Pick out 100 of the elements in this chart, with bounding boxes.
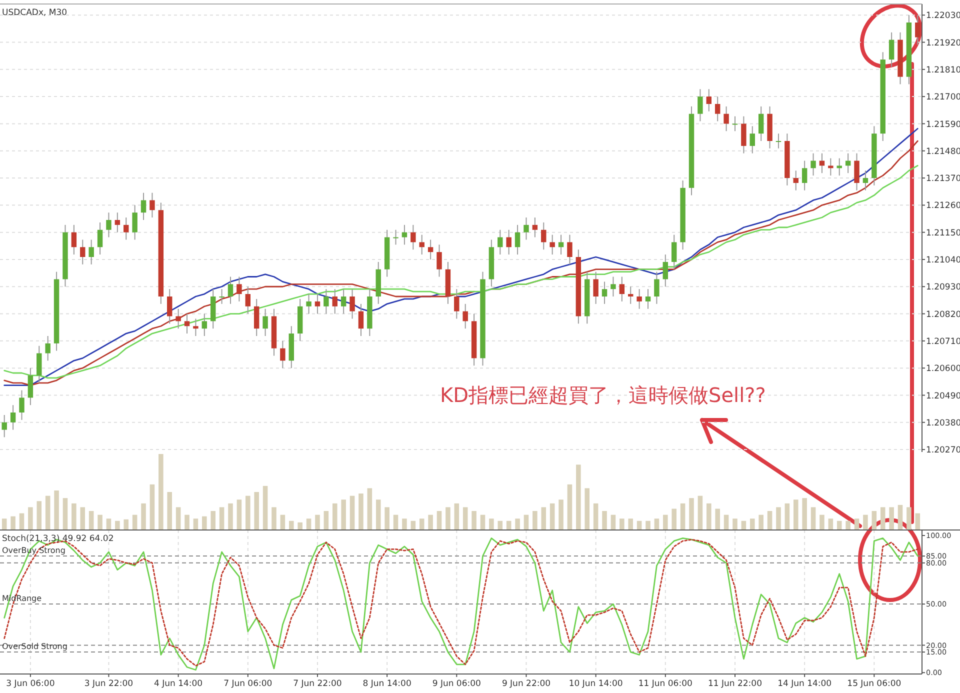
x-tick-label: 7 Jun 22:00 (293, 679, 342, 689)
bar (828, 518, 834, 530)
bar (672, 508, 676, 530)
bar (19, 513, 24, 530)
candlestick (714, 96, 720, 122)
candlestick (184, 313, 190, 334)
candlestick (732, 116, 738, 132)
candlestick (793, 170, 798, 191)
candlestick (150, 192, 155, 218)
x-tick-label: 15 Jun 06:00 (847, 679, 902, 689)
bar (141, 503, 146, 530)
bar (758, 514, 764, 530)
bar (836, 520, 842, 530)
bar (541, 507, 546, 530)
candlestick (498, 229, 503, 256)
candlestick (28, 368, 34, 406)
candlestick (114, 212, 120, 233)
candlestick (514, 224, 520, 256)
bar (45, 496, 50, 530)
candlestick (350, 288, 355, 320)
candlestick (828, 158, 834, 176)
candlestick (419, 234, 424, 256)
candlestick (324, 288, 329, 314)
bar (210, 511, 216, 530)
bar (367, 488, 372, 530)
bar (584, 488, 590, 530)
x-tick-label: 11 Jun 22:00 (708, 679, 762, 689)
candlestick (654, 271, 660, 304)
bar (384, 507, 390, 530)
candlestick (819, 152, 825, 174)
candlestick (524, 217, 529, 240)
bar (28, 507, 33, 530)
bar (246, 496, 250, 530)
bar (446, 507, 450, 530)
candlestick (758, 106, 764, 142)
candlestick (506, 229, 512, 256)
bar (558, 500, 564, 530)
bar (767, 511, 772, 530)
candlestick (140, 192, 146, 220)
bar (298, 522, 302, 530)
bar (462, 507, 468, 530)
bar (106, 518, 112, 530)
bar (854, 518, 860, 530)
bar (706, 503, 712, 530)
bar (306, 518, 312, 530)
text: Stoch(21,3,3) 49.92 64.02 (2, 534, 114, 544)
candlestick (532, 217, 538, 238)
candlestick (636, 288, 642, 310)
candlestick (750, 126, 755, 154)
x-tick-label: 4 Jun 14:00 (154, 679, 203, 689)
bar (654, 518, 660, 530)
x-tick-label: 8 Jun 14:00 (362, 679, 412, 689)
bar (810, 507, 816, 530)
candlestick (706, 88, 712, 112)
bar (889, 507, 894, 530)
bar (350, 496, 355, 530)
bar (158, 454, 164, 530)
candlestick (280, 340, 286, 369)
bar (341, 500, 346, 530)
bar (150, 484, 155, 530)
candlestick (845, 152, 851, 174)
candlestick (428, 239, 434, 260)
bar (515, 518, 520, 530)
text: USDCADx, M30 (2, 8, 68, 18)
bar (262, 486, 268, 530)
bar (88, 511, 94, 530)
candlestick (245, 286, 251, 314)
candlestick (436, 244, 442, 278)
candlestick (45, 335, 50, 362)
bar (54, 490, 59, 530)
candlestick (97, 222, 103, 256)
candlestick (810, 152, 816, 176)
x-tick-label: 10 Jun 14:00 (568, 679, 623, 689)
candlestick (915, 14, 920, 46)
candlestick (306, 294, 312, 314)
bar (776, 507, 781, 530)
bar (98, 514, 102, 530)
bar (846, 520, 850, 530)
candlestick (854, 152, 860, 191)
bar (358, 494, 364, 530)
bar (602, 511, 607, 530)
bar (315, 514, 320, 530)
candlestick (167, 288, 172, 324)
candlestick (671, 234, 677, 270)
candlestick (610, 276, 616, 297)
candlestick (124, 217, 129, 240)
bar (898, 504, 903, 530)
candlestick (219, 288, 224, 304)
bar (80, 507, 86, 530)
candlestick (193, 318, 198, 336)
bar (219, 507, 224, 530)
candlestick (558, 234, 564, 256)
candlestick (393, 229, 398, 246)
candlestick (741, 116, 746, 154)
candlestick (71, 224, 77, 256)
bar (436, 511, 442, 530)
bar (10, 516, 16, 530)
bar (620, 518, 624, 530)
bar (698, 496, 703, 530)
bar (680, 503, 686, 530)
